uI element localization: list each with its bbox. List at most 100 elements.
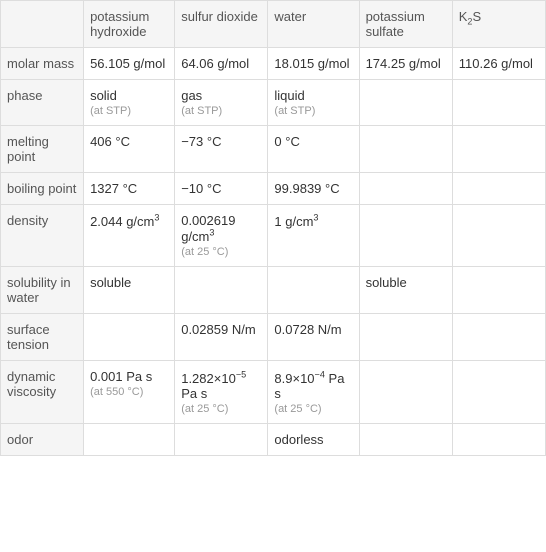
cell-value: soluble [366, 275, 407, 290]
cell-value: 1 g/cm3 [274, 214, 318, 229]
col-header: potassium sulfate [359, 1, 452, 48]
cell: 1 g/cm3 [268, 205, 359, 267]
cell-value: 0 °C [274, 134, 299, 149]
cell: −73 °C [175, 126, 268, 173]
table-row: surface tension 0.02859 N/m 0.0728 N/m [1, 314, 546, 361]
cell: 0.001 Pa s (at 550 °C) [84, 361, 175, 423]
cell [359, 314, 452, 361]
cell-value: 99.9839 °C [274, 181, 339, 196]
cell: 406 °C [84, 126, 175, 173]
cell-value: 110.26 g/mol [459, 56, 533, 71]
cell [84, 423, 175, 455]
col-header: water [268, 1, 359, 48]
cell: 0 °C [268, 126, 359, 173]
cell: liquid (at STP) [268, 80, 359, 126]
cell-value: −73 °C [181, 134, 221, 149]
row-label: odor [1, 423, 84, 455]
properties-table: potassium hydroxide sulfur dioxide water… [0, 0, 546, 456]
table-row: solubility in water soluble soluble [1, 267, 546, 314]
table-row: molar mass 56.105 g/mol 64.06 g/mol 18.015 … [1, 48, 546, 80]
row-label: solubility in water [1, 267, 84, 314]
table-row: odor odorless [1, 423, 546, 455]
row-label: boiling point [1, 173, 84, 205]
table-row: boiling point 1327 °C −10 °C 99.9839 °C [1, 173, 546, 205]
cell: 64.06 g/mol [175, 48, 268, 80]
corner-cell [1, 1, 84, 48]
cell: 0.002619 g/cm3 (at 25 °C) [175, 205, 268, 267]
table-row: melting point 406 °C −73 °C 0 °C [1, 126, 546, 173]
cell [359, 80, 452, 126]
row-label: dynamic viscosity [1, 361, 84, 423]
cell [175, 267, 268, 314]
cell-value: 8.9×10−4 Pa s [274, 371, 344, 401]
cell [268, 267, 359, 314]
cell [175, 423, 268, 455]
col-header: potassium hydroxide [84, 1, 175, 48]
table-row: dynamic viscosity 0.001 Pa s (at 550 °C) 1.… [1, 361, 546, 423]
cell: 56.105 g/mol [84, 48, 175, 80]
cell-value: 2.044 g/cm3 [90, 214, 159, 229]
cell [359, 205, 452, 267]
col-header: sulfur dioxide [175, 1, 268, 48]
row-label: melting point [1, 126, 84, 173]
cell-value: 1327 °C [90, 181, 137, 196]
cell-note: (at 550 °C) [90, 386, 168, 398]
cell: 110.26 g/mol [452, 48, 545, 80]
cell-value: liquid [274, 88, 304, 103]
cell [452, 361, 545, 423]
cell [359, 173, 452, 205]
cell [452, 80, 545, 126]
header-row: potassium hydroxide sulfur dioxide water… [1, 1, 546, 48]
cell: 18.015 g/mol [268, 48, 359, 80]
cell [452, 314, 545, 361]
cell: 99.9839 °C [268, 173, 359, 205]
row-label: surface tension [1, 314, 84, 361]
cell-value: 1.282×10−5 Pa s [181, 371, 246, 401]
row-label: molar mass [1, 48, 84, 80]
cell: 0.0728 N/m [268, 314, 359, 361]
cell-value: 0.02859 N/m [181, 322, 255, 337]
col-header: K2S [452, 1, 545, 48]
cell: 8.9×10−4 Pa s (at 25 °C) [268, 361, 359, 423]
row-label: density [1, 205, 84, 267]
cell-value: solid [90, 88, 117, 103]
cell-note: (at 25 °C) [181, 403, 261, 415]
cell: odorless [268, 423, 359, 455]
cell-value: odorless [274, 432, 323, 447]
cell: 1.282×10−5 Pa s (at 25 °C) [175, 361, 268, 423]
cell-value: 18.015 g/mol [274, 56, 349, 71]
cell: solid (at STP) [84, 80, 175, 126]
row-label: phase [1, 80, 84, 126]
cell-value: 174.25 g/mol [366, 56, 441, 71]
cell-value: −10 °C [181, 181, 221, 196]
table-body: molar mass 56.105 g/mol 64.06 g/mol 18.015 … [1, 48, 546, 456]
cell-value: 0.001 Pa s [90, 369, 152, 384]
cell: soluble [84, 267, 175, 314]
cell-note: (at STP) [90, 105, 168, 117]
cell: gas (at STP) [175, 80, 268, 126]
cell [452, 173, 545, 205]
cell: 0.02859 N/m [175, 314, 268, 361]
cell-value: 64.06 g/mol [181, 56, 249, 71]
cell-value: 0.0728 N/m [274, 322, 341, 337]
cell: −10 °C [175, 173, 268, 205]
table-row: phase solid (at STP) gas (at STP) liquid (at S… [1, 80, 546, 126]
cell [452, 205, 545, 267]
cell: soluble [359, 267, 452, 314]
cell-note: (at STP) [181, 105, 261, 117]
cell-value: 56.105 g/mol [90, 56, 165, 71]
cell-note: (at STP) [274, 105, 352, 117]
cell [452, 126, 545, 173]
cell-value: soluble [90, 275, 131, 290]
cell-note: (at 25 °C) [274, 403, 352, 415]
cell-value: 0.002619 g/cm3 [181, 213, 235, 244]
cell-value: 406 °C [90, 134, 130, 149]
cell-value: gas [181, 88, 202, 103]
cell: 2.044 g/cm3 [84, 205, 175, 267]
cell [359, 423, 452, 455]
cell-note: (at 25 °C) [181, 246, 261, 258]
table-row: density 2.044 g/cm3 0.002619 g/cm3 (at 25 °… [1, 205, 546, 267]
cell: 174.25 g/mol [359, 48, 452, 80]
cell [84, 314, 175, 361]
cell [359, 361, 452, 423]
